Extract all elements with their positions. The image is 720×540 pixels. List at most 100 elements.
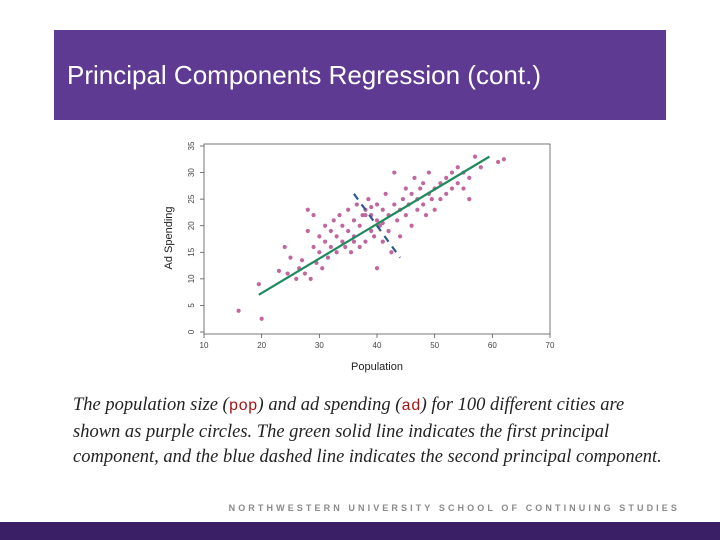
data-point	[354, 202, 359, 207]
x-axis-label: Population	[351, 361, 403, 373]
data-point	[438, 197, 443, 202]
data-point	[467, 197, 472, 202]
y-tick-label: 5	[187, 303, 196, 308]
data-point	[478, 165, 483, 170]
data-point	[308, 276, 313, 281]
data-point	[331, 218, 336, 223]
caption-text-3: ) for 100 different cities are shown as …	[73, 395, 662, 467]
data-point	[400, 197, 406, 202]
x-tick-label: 40	[373, 341, 382, 350]
data-point	[294, 276, 299, 281]
data-point	[467, 175, 472, 180]
data-point	[311, 212, 316, 218]
data-point	[317, 234, 322, 239]
data-point	[328, 244, 333, 250]
data-point	[415, 207, 420, 212]
data-point	[299, 258, 305, 263]
data-point	[285, 271, 290, 276]
data-point	[403, 186, 408, 191]
data-point	[360, 212, 365, 218]
data-point	[305, 228, 310, 234]
data-point	[351, 239, 357, 244]
data-point	[256, 282, 261, 287]
data-point	[426, 170, 431, 175]
data-point	[334, 234, 339, 239]
data-point	[282, 244, 287, 250]
data-point	[259, 316, 264, 321]
y-tick-label: 0	[187, 329, 196, 334]
data-point	[343, 244, 348, 250]
data-point	[374, 218, 380, 223]
data-point	[320, 266, 325, 271]
data-point	[383, 191, 388, 196]
data-point	[501, 157, 506, 162]
data-point	[372, 234, 377, 239]
slide-title: Principal Components Regression (cont.)	[67, 59, 541, 90]
data-point	[311, 244, 316, 250]
data-point	[392, 170, 397, 175]
data-point	[395, 218, 400, 223]
data-point	[348, 250, 354, 255]
data-point	[340, 239, 345, 244]
data-point	[374, 202, 380, 207]
data-point	[276, 268, 282, 273]
data-point	[374, 266, 380, 271]
footer-institution: NORTHWESTERN UNIVERSITY SCHOOL OF CONTIN…	[228, 503, 680, 513]
data-point	[337, 212, 342, 218]
data-point	[357, 223, 362, 228]
data-point	[461, 186, 466, 191]
data-point	[444, 175, 449, 180]
data-point	[346, 207, 351, 212]
scatter-chart: 10 20 30 40 50 60 70 0 5 10 15 20 25 30 35 Population…	[163, 141, 555, 373]
data-point	[397, 234, 403, 239]
data-point	[403, 212, 408, 218]
y-tick-label: 35	[187, 141, 196, 150]
data-point	[369, 205, 374, 210]
data-point	[423, 212, 429, 218]
y-tick-label: 25	[187, 194, 196, 203]
x-tick-label: 10	[200, 341, 209, 350]
data-point	[302, 271, 308, 276]
data-point	[357, 244, 362, 250]
data-point	[449, 170, 455, 175]
data-point	[363, 239, 368, 244]
data-point	[449, 186, 455, 191]
data-point	[334, 250, 339, 255]
data-point	[421, 202, 426, 207]
data-point	[496, 159, 501, 165]
data-point	[409, 191, 414, 196]
y-tick-label: 30	[187, 168, 196, 177]
data-point	[317, 250, 322, 255]
data-point	[392, 202, 397, 207]
title-bar: Principal Components Regression (cont.)	[54, 30, 666, 120]
x-tick-label: 50	[430, 341, 439, 350]
first-principal-component-line	[258, 155, 491, 296]
x-tick-label: 60	[488, 341, 497, 350]
caption-code-ad: ad	[401, 397, 421, 415]
data-point	[346, 228, 351, 234]
data-point	[380, 239, 385, 244]
data-point	[455, 181, 460, 186]
data-point	[421, 181, 426, 186]
y-tick-label: 20	[187, 221, 196, 230]
second-principal-component-line	[353, 193, 401, 259]
data-point	[325, 255, 331, 260]
data-point	[328, 228, 333, 234]
data-point	[366, 197, 371, 202]
data-point	[409, 223, 414, 228]
y-tick-label: 10	[187, 274, 196, 283]
data-point	[323, 223, 328, 228]
y-tick-label: 15	[187, 247, 196, 256]
data-point	[323, 239, 328, 244]
caption-text-1: The population size (	[73, 395, 229, 415]
plot-frame	[203, 143, 551, 335]
data-point	[389, 250, 394, 255]
data-point	[288, 255, 293, 260]
data-point	[472, 154, 478, 159]
caption-code-pop: pop	[228, 397, 258, 415]
footer-bar	[0, 522, 720, 540]
data-point	[340, 223, 345, 228]
data-point	[432, 207, 437, 212]
data-point	[305, 207, 310, 212]
data-point	[363, 212, 368, 218]
